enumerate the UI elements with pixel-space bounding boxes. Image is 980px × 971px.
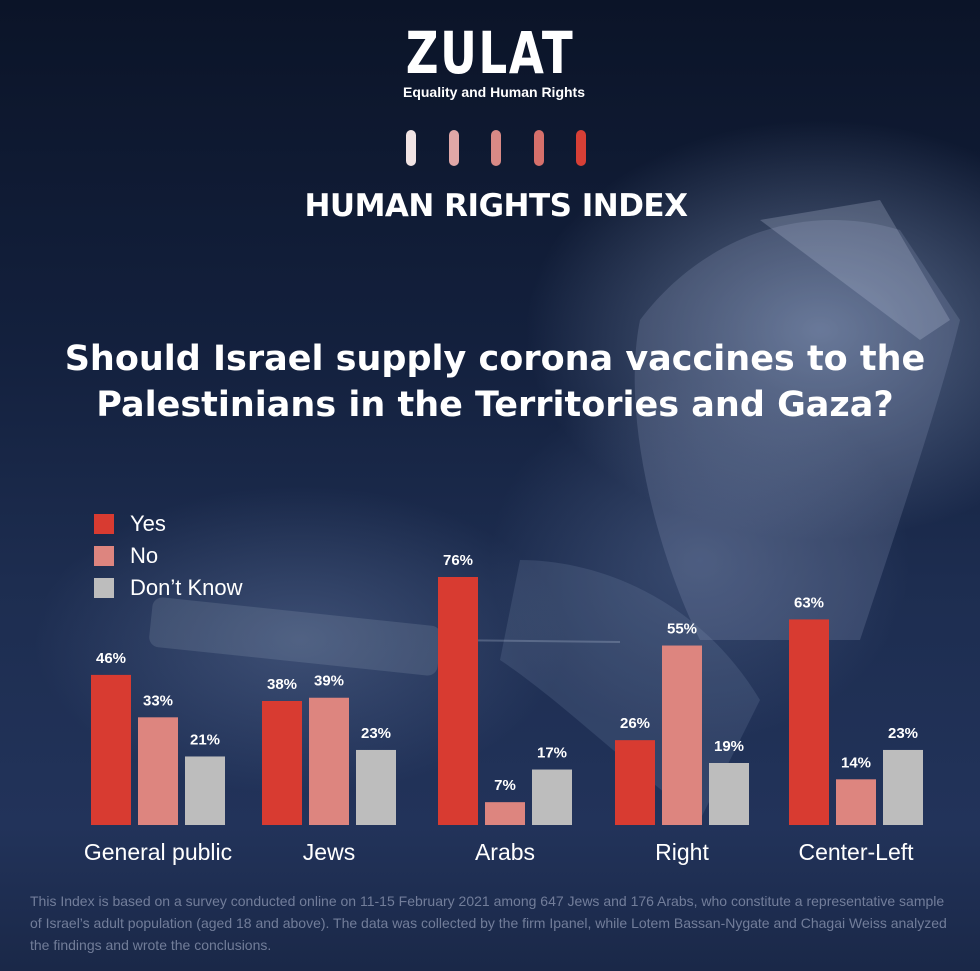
bar-dont-know: [709, 763, 749, 825]
bar-yes: [262, 701, 302, 825]
brand-mark-5: [576, 130, 586, 166]
data-label: 63%: [794, 594, 824, 611]
brand-mark-2: [448, 130, 459, 166]
data-label: 26%: [620, 715, 650, 732]
legend-label: Don’t Know: [130, 575, 243, 600]
data-label: 7%: [494, 777, 516, 794]
legend-swatch: [94, 514, 114, 534]
category-label: Right: [655, 839, 709, 865]
logo-tagline: Equality and Human Rights: [402, 84, 585, 100]
data-label: 23%: [888, 725, 918, 742]
brand-marks: [406, 130, 586, 166]
bar-no: [836, 779, 876, 825]
brand-mark-1: [406, 130, 416, 166]
bar-chart: 46% 33% 21% General public 38% 39% 23% Jews 76% 7…: [84, 552, 923, 865]
brand-mark-4: [533, 130, 544, 166]
bar-no: [309, 697, 349, 825]
brand-mark-3: [491, 130, 501, 166]
legend-label: Yes: [130, 511, 166, 536]
chart-title: Should Israel supply corona vaccines to …: [64, 339, 926, 425]
data-label: 23%: [361, 725, 391, 742]
data-label: 33%: [143, 692, 173, 709]
data-label: 39%: [314, 673, 344, 690]
bar-no: [485, 802, 525, 825]
data-label: 17%: [537, 745, 567, 762]
legend-swatch: [94, 578, 114, 598]
data-label: 19%: [714, 738, 744, 755]
bar-dont-know: [883, 749, 923, 825]
footnote: This Index is based on a survey conducte…: [30, 893, 947, 953]
bar-yes: [615, 740, 655, 825]
data-label: 46%: [96, 650, 126, 667]
bar-no: [662, 645, 702, 825]
data-label: 55%: [667, 621, 697, 638]
data-label: 76%: [443, 552, 473, 569]
legend-item: Yes: [94, 508, 243, 540]
bar-dont-know: [532, 769, 572, 825]
legend-label: No: [130, 543, 159, 568]
bar-dont-know: [356, 749, 396, 825]
bar-yes: [789, 619, 829, 825]
logo: ZULAT Equality and Human Rights: [0, 22, 980, 100]
chart-legend: Yes No Don’t Know: [94, 508, 243, 604]
bar-yes: [91, 674, 131, 825]
category-label: Arabs: [475, 839, 535, 865]
index-title: HUMAN RIGHTS INDEX: [304, 188, 688, 224]
data-label: 14%: [841, 754, 871, 771]
legend-item: No: [94, 540, 243, 572]
data-label: 21%: [190, 731, 220, 748]
logo-wordmark: ZULAT: [405, 19, 575, 87]
bar-dont-know: [185, 756, 225, 825]
bar-yes: [438, 577, 478, 825]
category-label: Jews: [303, 839, 355, 865]
bar-no: [138, 717, 178, 825]
legend-item: Don’t Know: [94, 572, 243, 604]
legend-swatch: [94, 546, 114, 566]
category-label: General public: [84, 839, 232, 865]
data-label: 38%: [267, 676, 297, 693]
category-label: Center-Left: [798, 839, 914, 865]
